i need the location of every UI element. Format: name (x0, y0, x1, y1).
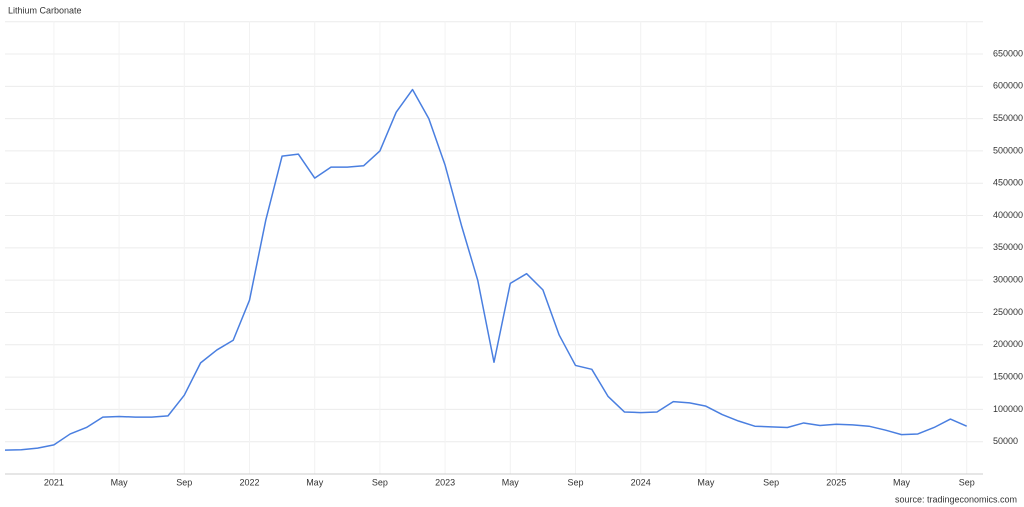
y-tick-label: 300000 (993, 275, 1023, 285)
y-tick-label: 400000 (993, 210, 1023, 220)
x-tick-label: May (111, 477, 129, 487)
x-tick-label: May (893, 477, 911, 487)
y-tick-label: 600000 (993, 81, 1023, 91)
y-tick-label: 500000 (993, 145, 1023, 155)
x-tick-label: 2021 (44, 477, 64, 487)
y-tick-label: 250000 (993, 307, 1023, 317)
y-tick-label: 450000 (993, 178, 1023, 188)
x-tick-label: 2024 (631, 477, 651, 487)
x-tick-label: Sep (176, 477, 192, 487)
x-tick-label: 2022 (239, 477, 259, 487)
chart-title: Lithium Carbonate (8, 5, 82, 15)
y-tick-label: 550000 (993, 113, 1023, 123)
x-tick-label: May (502, 477, 520, 487)
x-tick-label: 2023 (435, 477, 455, 487)
x-tick-label: Sep (763, 477, 779, 487)
x-tick-label: May (697, 477, 715, 487)
y-tick-label: 150000 (993, 371, 1023, 381)
x-tick-label: May (306, 477, 324, 487)
y-tick-label: 200000 (993, 339, 1023, 349)
data-line (4, 88, 967, 451)
x-tick-label: Sep (959, 477, 975, 487)
y-tick-label: 50000 (993, 436, 1018, 446)
x-tick-label: 2025 (826, 477, 846, 487)
x-tick-label: Sep (372, 477, 388, 487)
source: source: tradingeconomics.com (895, 494, 1017, 504)
y-tick-label: 100000 (993, 404, 1023, 414)
y-tick-label: 350000 (993, 242, 1023, 252)
x-tick-label: Sep (567, 477, 583, 487)
y-tick-label: 650000 (993, 48, 1023, 58)
